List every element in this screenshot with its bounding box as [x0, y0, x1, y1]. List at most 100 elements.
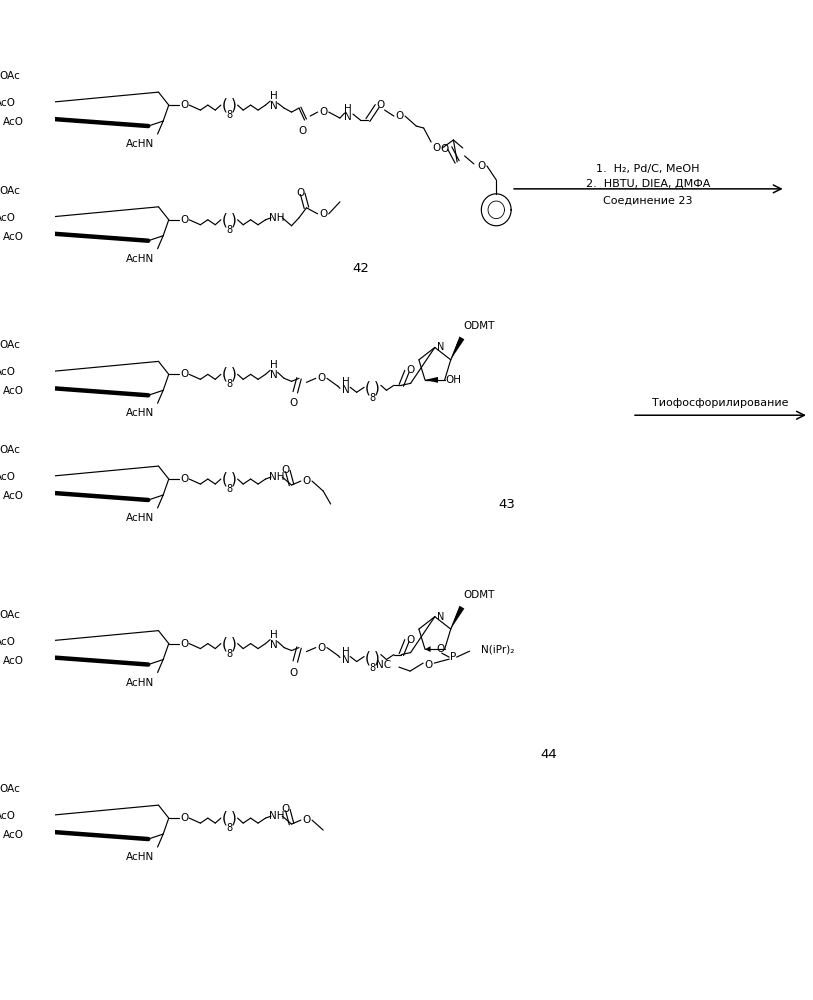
Polygon shape	[425, 646, 431, 652]
Text: H: H	[341, 377, 350, 387]
Text: AcO: AcO	[2, 117, 24, 127]
Text: O: O	[302, 815, 311, 825]
Text: AcO: AcO	[2, 830, 24, 840]
Text: OAc: OAc	[0, 610, 20, 620]
Text: N: N	[341, 385, 350, 395]
Text: NH: NH	[269, 811, 285, 821]
Text: O: O	[376, 100, 385, 110]
Text: ): )	[374, 650, 380, 665]
Text: Соединение 23: Соединение 23	[603, 196, 693, 206]
Text: (: (	[222, 367, 228, 382]
Text: ): )	[231, 472, 237, 487]
Text: N: N	[437, 342, 444, 352]
Text: AcO: AcO	[0, 98, 15, 108]
Text: ODMT: ODMT	[463, 321, 495, 331]
Text: OAc: OAc	[0, 186, 20, 196]
Text: 8: 8	[226, 110, 233, 120]
Text: (: (	[222, 636, 228, 651]
Text: O: O	[395, 111, 403, 121]
Text: 8: 8	[226, 484, 233, 494]
Polygon shape	[425, 377, 438, 383]
Text: ): )	[231, 811, 237, 826]
Text: AcO: AcO	[0, 472, 15, 482]
Text: 43: 43	[498, 498, 515, 511]
Text: ): )	[231, 212, 237, 227]
Text: 8: 8	[369, 663, 376, 673]
Text: O: O	[282, 804, 290, 814]
Text: O: O	[433, 143, 441, 153]
Text: OAc: OAc	[0, 71, 20, 81]
Text: AcHN: AcHN	[126, 254, 154, 264]
Text: 1.  H₂, Pd/C, MeOH: 1. H₂, Pd/C, MeOH	[596, 164, 700, 174]
Text: O: O	[180, 369, 189, 379]
Text: O: O	[406, 365, 415, 375]
Text: O: O	[297, 188, 305, 198]
Text: AcO: AcO	[0, 637, 15, 647]
Text: N: N	[345, 112, 352, 122]
Text: AcO: AcO	[2, 386, 24, 396]
Text: AcO: AcO	[2, 491, 24, 501]
Text: OAc: OAc	[0, 784, 20, 794]
Text: OAc: OAc	[0, 340, 20, 350]
Text: O: O	[424, 660, 433, 670]
Text: N: N	[270, 101, 278, 111]
Text: ): )	[231, 367, 237, 382]
Text: NH: NH	[269, 472, 285, 482]
Text: O: O	[180, 215, 189, 225]
Text: ): )	[231, 98, 237, 113]
Text: O: O	[317, 373, 325, 383]
Text: Тиофосфорилирование: Тиофосфорилирование	[652, 398, 789, 408]
Text: (: (	[222, 212, 228, 227]
Text: H: H	[270, 360, 278, 370]
Text: NC: NC	[376, 660, 392, 670]
Text: O: O	[180, 474, 189, 484]
Text: AcO: AcO	[2, 232, 24, 242]
Text: 8: 8	[226, 823, 233, 833]
Text: AcHN: AcHN	[126, 513, 154, 523]
Text: H: H	[345, 104, 352, 114]
Text: O: O	[282, 465, 290, 475]
Polygon shape	[450, 336, 464, 360]
Text: O: O	[302, 476, 311, 486]
Text: N: N	[270, 370, 278, 380]
Text: H: H	[270, 91, 278, 101]
Text: O: O	[436, 644, 445, 654]
Text: 42: 42	[352, 262, 369, 275]
Text: AcO: AcO	[0, 811, 15, 821]
Text: ODMT: ODMT	[463, 590, 495, 600]
Text: (: (	[222, 811, 228, 826]
Text: ): )	[374, 381, 380, 396]
Text: AcHN: AcHN	[126, 852, 154, 862]
Text: 8: 8	[226, 379, 233, 389]
Text: O: O	[477, 161, 485, 171]
Text: O: O	[180, 100, 189, 110]
Text: O: O	[180, 639, 189, 649]
Text: (: (	[222, 472, 228, 487]
Polygon shape	[450, 606, 464, 629]
Text: 8: 8	[226, 649, 233, 659]
Text: AcO: AcO	[0, 367, 15, 377]
Text: O: O	[440, 144, 448, 154]
Text: (: (	[365, 650, 371, 665]
Text: ): )	[231, 636, 237, 651]
Text: 8: 8	[226, 225, 233, 235]
Text: 44: 44	[540, 748, 557, 761]
Text: AcO: AcO	[0, 213, 15, 223]
Text: AcHN: AcHN	[126, 408, 154, 418]
Text: O: O	[289, 668, 298, 678]
Text: OH: OH	[446, 375, 462, 385]
Text: AcHN: AcHN	[126, 678, 154, 688]
Text: O: O	[317, 643, 325, 653]
Text: AcO: AcO	[2, 656, 24, 666]
Text: O: O	[406, 635, 415, 645]
Text: O: O	[319, 209, 328, 219]
Text: O: O	[298, 126, 307, 136]
Text: N: N	[341, 655, 350, 665]
Text: H: H	[341, 647, 350, 657]
Text: (: (	[365, 381, 371, 396]
Text: P: P	[450, 652, 456, 662]
Text: H: H	[270, 630, 278, 640]
Text: OAc: OAc	[0, 445, 20, 455]
Text: (: (	[222, 98, 228, 113]
Text: 8: 8	[369, 393, 376, 403]
